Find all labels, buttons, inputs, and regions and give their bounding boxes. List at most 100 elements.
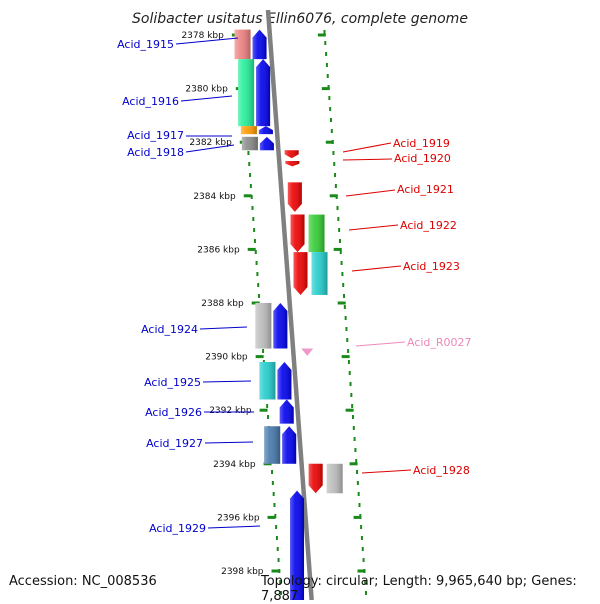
label-acid-1926[interactable]: Acid_1926 [145, 406, 254, 419]
gene-label-text: Acid_1926 [145, 406, 202, 419]
ruler-dot [279, 580, 282, 584]
label-acid-1918[interactable]: Acid_1918 [127, 144, 235, 159]
gene-acid-1923[interactable] [293, 252, 328, 295]
gene-acid-1920[interactable] [285, 160, 300, 167]
leader-line [361, 469, 412, 474]
gene-arrow-shade [287, 182, 302, 212]
ruler-dot [258, 294, 261, 298]
gene-label-text: Acid_1918 [127, 146, 184, 159]
ruler-dot [338, 228, 341, 232]
gene-acid-1922[interactable] [290, 214, 325, 253]
ruler-dot [356, 481, 359, 485]
tick-mark [267, 515, 276, 519]
tick-mark [255, 355, 264, 359]
gene-acid-1918[interactable] [241, 136, 274, 151]
ruler-dot [247, 151, 250, 155]
ruler-dot [248, 162, 251, 166]
ruler-dot [334, 173, 337, 177]
tick-mark [353, 515, 362, 519]
gene-acid-r0027[interactable] [301, 348, 314, 356]
tick-label: 2392 kbp [209, 406, 252, 416]
ruler-dot [349, 382, 352, 386]
label-acid-1923[interactable]: Acid_1923 [351, 260, 460, 273]
gene-acid-1916[interactable] [238, 59, 271, 127]
gene-arrow-shade [282, 426, 297, 464]
gene-label-text: Acid_1921 [397, 183, 454, 196]
cog-box-shade [255, 303, 272, 349]
ruler-dot [327, 85, 330, 89]
label-acid-1915[interactable]: Acid_1915 [117, 37, 239, 51]
ruler-dot [333, 162, 336, 166]
cog-box-shade [264, 426, 281, 464]
label-acid-1929[interactable]: Acid_1929 [149, 522, 261, 535]
ruler-dot [330, 129, 333, 133]
ruler-dot [277, 558, 280, 562]
label-acid-1927[interactable]: Acid_1927 [146, 437, 254, 450]
label-acid-1916[interactable]: Acid_1916 [122, 95, 233, 108]
ruler-dot [256, 272, 259, 276]
label-acid-1925[interactable]: Acid_1925 [144, 376, 252, 389]
ruler-dot [356, 470, 359, 474]
gene-arrow-shade [290, 214, 305, 253]
cog-box-shade [308, 214, 325, 253]
ruler-dot [343, 305, 346, 309]
label-acid-1919[interactable]: Acid_1919 [342, 137, 450, 153]
tick-mark [317, 33, 326, 37]
ruler-dot [339, 250, 342, 254]
label-acid-1921[interactable]: Acid_1921 [345, 183, 454, 197]
label-acid-1928[interactable]: Acid_1928 [361, 464, 470, 477]
leader-line [342, 142, 392, 153]
ruler-dot [328, 96, 331, 100]
gene-acid-1915[interactable] [234, 29, 267, 60]
gene-label-text: Acid_1928 [413, 464, 470, 477]
ruler-dot [363, 569, 366, 573]
cog-box-shade [238, 59, 255, 127]
accession-text: Accession: NC_008536 [9, 574, 157, 589]
tick-mark [345, 408, 354, 412]
gene-acid-1925[interactable] [259, 361, 292, 400]
gene-label-text: Acid_1929 [149, 522, 206, 535]
ruler-dot [346, 338, 349, 342]
ruler-dot [253, 239, 256, 243]
ruler-dot [351, 415, 354, 419]
ruler-dot [249, 184, 252, 188]
leader-line [175, 37, 239, 45]
tick-label: 2390 kbp [205, 353, 248, 363]
label-acid-1922[interactable]: Acid_1922 [348, 219, 457, 232]
label-acid-r0027[interactable]: Acid_R0027 [355, 336, 472, 349]
ruler-dot [347, 360, 350, 364]
label-acid-1917[interactable]: Acid_1917 [127, 129, 232, 142]
gene-layer [234, 29, 343, 600]
gene-acid-1927[interactable] [264, 426, 297, 464]
ruler-dot [329, 118, 332, 122]
gene-acid-1924[interactable] [255, 303, 288, 349]
ruler-dot [351, 404, 354, 408]
ruler-dot [255, 261, 258, 265]
gene-arrow-shade [279, 399, 294, 424]
label-acid-1920[interactable]: Acid_1920 [342, 152, 451, 165]
ruler-dot [361, 547, 364, 551]
ruler-dot [266, 404, 269, 408]
gene-acid-1926[interactable] [279, 399, 294, 424]
ruler-dot [364, 591, 367, 595]
ruler-dot [325, 52, 328, 56]
leader-line [202, 380, 252, 383]
gene-acid-1929[interactable] [290, 490, 305, 600]
leader-line [342, 158, 393, 161]
ruler-dot [358, 503, 361, 507]
ruler-dot [262, 349, 265, 353]
gene-acid-1917[interactable] [240, 126, 273, 135]
gene-acid-1928[interactable] [308, 463, 343, 494]
tick-label: 2394 kbp [213, 460, 256, 470]
gene-acid-1919[interactable] [284, 150, 299, 159]
label-acid-1924[interactable]: Acid_1924 [141, 323, 248, 336]
gene-acid-1921[interactable] [287, 182, 302, 212]
ruler-dot [278, 569, 281, 573]
ruler-dot [352, 426, 355, 430]
tick-label: 2388 kbp [201, 299, 244, 309]
ruler-dot [252, 217, 255, 221]
tick-mark [349, 462, 358, 466]
ruler-dot [275, 536, 278, 540]
tick-mark [333, 247, 342, 251]
ruler-dot [345, 327, 348, 331]
